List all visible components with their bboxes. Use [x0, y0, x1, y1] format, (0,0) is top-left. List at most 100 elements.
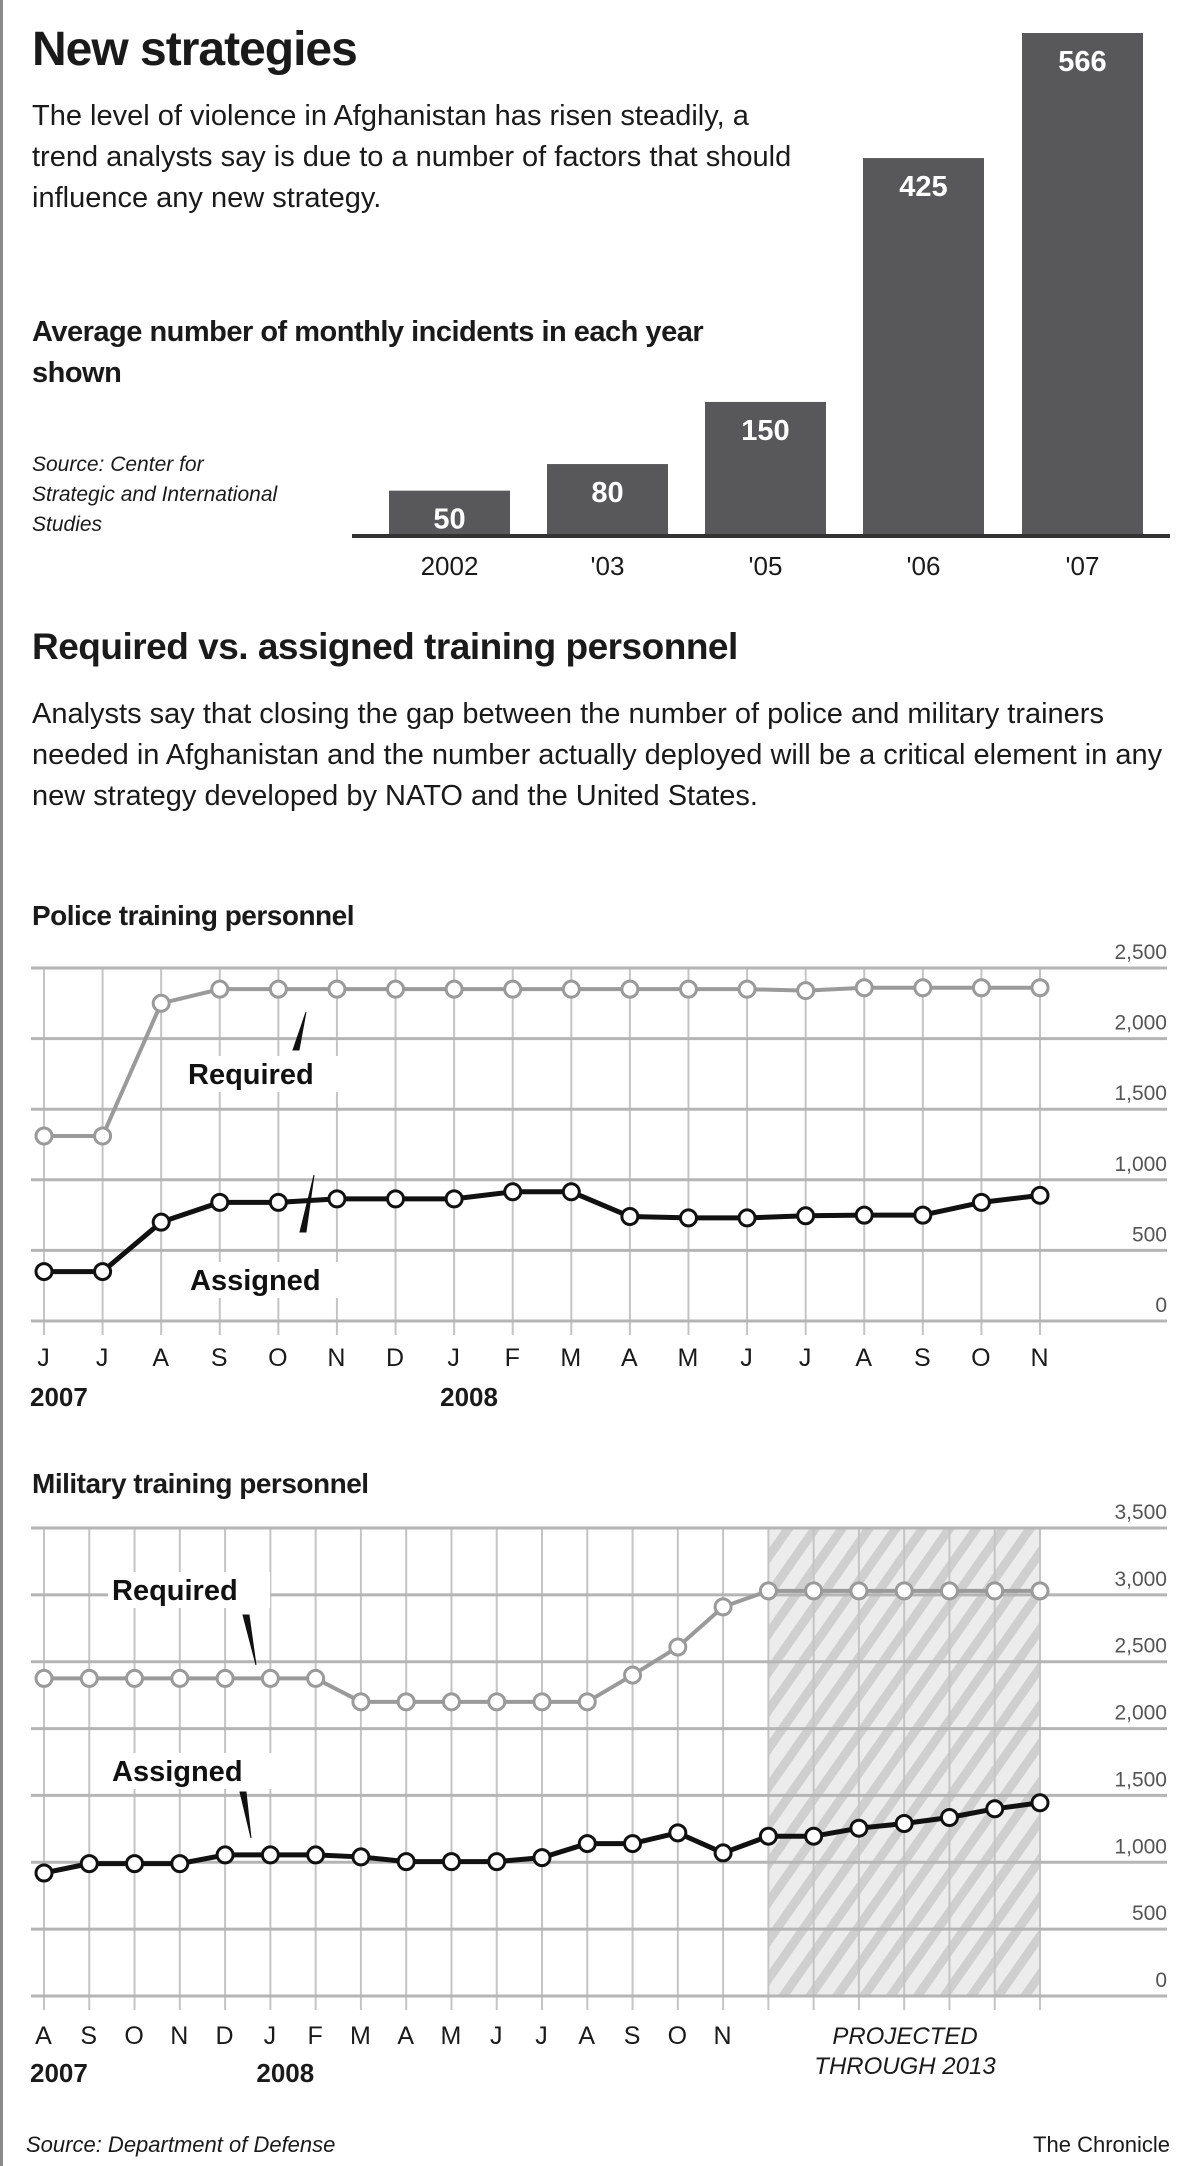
x-month-label: M: [441, 2022, 463, 2050]
bar-'05: [705, 401, 826, 535]
x-month-label: A: [35, 2022, 53, 2050]
data-point-assigned: [503, 1182, 523, 1202]
series-label-required: Required: [112, 1575, 238, 1607]
data-point-assigned: [849, 1818, 869, 1838]
data-point-required: [894, 1581, 914, 1601]
data-point-assigned: [577, 1834, 597, 1854]
data-point-required: [913, 978, 933, 998]
bar-'07: [1022, 33, 1143, 535]
x-month-label: S: [211, 1344, 229, 1372]
data-point-required: [444, 979, 464, 999]
x-month-label: J: [37, 1344, 51, 1372]
data-point-required: [1030, 1581, 1050, 1601]
data-point-assigned: [34, 1262, 54, 1282]
x-month-label: M: [350, 2022, 372, 2050]
y-tick-label: 0: [1155, 1969, 1167, 1992]
x-month-label: S: [80, 2022, 98, 2050]
section1-title: New strategies: [32, 23, 358, 76]
y-tick-label: 1,500: [1114, 1768, 1167, 1791]
x-month-label: A: [397, 2022, 415, 2050]
data-point-assigned: [215, 1845, 235, 1865]
data-point-assigned: [737, 1208, 757, 1228]
bar-value-label: 80: [591, 477, 623, 509]
data-point-required: [210, 979, 230, 999]
series-pointer-required: [292, 1011, 307, 1051]
x-month-label: M: [560, 1344, 582, 1372]
bar-'06: [863, 158, 984, 536]
data-point-assigned: [623, 1834, 643, 1854]
data-point-required: [849, 1581, 869, 1601]
data-point-assigned: [34, 1863, 54, 1883]
data-point-assigned: [939, 1807, 959, 1827]
x-month-label: O: [668, 2022, 688, 2050]
data-point-assigned: [444, 1189, 464, 1209]
data-point-assigned: [386, 1189, 406, 1209]
data-point-assigned: [79, 1854, 99, 1874]
y-tick-label: 2,000: [1114, 1702, 1167, 1725]
bar-category-label: '03: [591, 551, 625, 581]
y-tick-label: 3,500: [1114, 1501, 1167, 1524]
data-point-required: [804, 1581, 824, 1601]
data-point-required: [125, 1668, 145, 1688]
section2-title: Required vs. assigned training personnel: [32, 626, 738, 667]
y-tick-label: 2,000: [1114, 1012, 1167, 1035]
data-point-required: [737, 979, 757, 999]
data-point-required: [306, 1668, 326, 1688]
y-tick-label: 0: [1155, 1294, 1167, 1317]
data-point-required: [79, 1668, 99, 1688]
police-chart-title: Police training personnel: [32, 900, 355, 931]
data-point-required: [151, 993, 171, 1013]
data-point-required: [985, 1581, 1005, 1601]
data-point-required: [1030, 978, 1050, 998]
bar-category-label: '07: [1066, 551, 1100, 581]
data-point-assigned: [125, 1854, 145, 1874]
data-point-required: [487, 1692, 507, 1712]
military-chart-title: Military training personnel: [32, 1468, 369, 1499]
data-point-assigned: [561, 1182, 581, 1202]
data-point-required: [327, 979, 347, 999]
series-line-assigned: [44, 1189, 1041, 1275]
data-point-assigned: [93, 1262, 113, 1282]
data-point-required: [396, 1692, 416, 1712]
data-point-required: [386, 979, 406, 999]
data-point-assigned: [796, 1206, 816, 1226]
bar-value-label: 425: [899, 171, 947, 203]
x-month-label: O: [124, 2022, 144, 2050]
data-point-required: [854, 978, 874, 998]
data-point-assigned: [532, 1848, 552, 1868]
data-point-assigned: [854, 1205, 874, 1225]
x-month-label: O: [268, 1344, 288, 1372]
projected-label: THROUGH 2013: [814, 2053, 996, 2080]
bar-chart-title: Average number of monthly incidents in e…: [32, 316, 704, 389]
bar-category-label: 2002: [421, 551, 479, 581]
x-month-label: O: [971, 1344, 991, 1372]
section2-intro: Analysts say that closing the gap betwee…: [32, 698, 1163, 812]
data-point-required: [170, 1668, 190, 1688]
y-tick-label: 500: [1132, 1223, 1167, 1246]
data-point-assigned: [971, 1192, 991, 1212]
projected-label: PROJECTED: [832, 2023, 977, 2050]
x-month-label: D: [216, 2022, 235, 2050]
bar-value-label: 150: [741, 415, 789, 447]
series-label-bg: [108, 1572, 270, 1608]
series-pointer-assigned: [239, 1791, 252, 1839]
y-tick-label: 3,000: [1114, 1568, 1167, 1591]
data-point-assigned: [985, 1799, 1005, 1819]
data-point-assigned: [151, 1212, 171, 1232]
x-month-label: J: [535, 2022, 549, 2050]
data-point-required: [620, 979, 640, 999]
data-point-assigned: [396, 1852, 416, 1872]
series-label-bg: [186, 1262, 354, 1298]
x-month-label: A: [578, 2022, 596, 2050]
bar-value-label: 566: [1058, 46, 1106, 78]
data-point-required: [441, 1692, 461, 1712]
y-tick-label: 500: [1132, 1902, 1167, 1925]
data-point-required: [260, 1668, 280, 1688]
data-point-assigned: [668, 1823, 688, 1843]
x-month-label: J: [799, 1344, 813, 1372]
footer-credit: The Chronicle: [1033, 2132, 1170, 2157]
data-point-required: [215, 1668, 235, 1688]
x-month-label: A: [152, 1344, 170, 1372]
